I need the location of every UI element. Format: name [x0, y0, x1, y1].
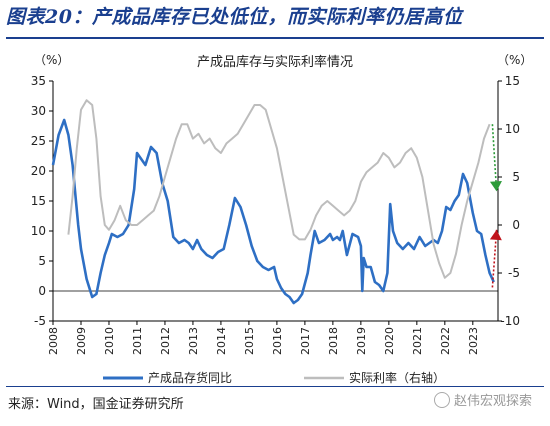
left-tick-label: 30	[31, 104, 46, 118]
x-tick-label: 2015	[243, 327, 256, 355]
annotation-arrow-line	[491, 124, 498, 192]
axes-group: -5 0 5 10 15 20 25 30 35 -10 -5 0 5 10 15 2008 2009 2010 2…	[31, 74, 520, 355]
right-axis-unit: （%）	[497, 53, 532, 67]
legend-label-real-rate: 实际利率（右轴）	[349, 370, 445, 385]
series-line-inventory	[51, 118, 495, 305]
chart-title: 产成品库存与实际利率情况	[197, 54, 353, 70]
x-tick-label: 2009	[75, 327, 88, 355]
left-tick-label: 10	[31, 224, 46, 238]
legend-label-inventory: 产成品存货同比	[148, 370, 232, 385]
figure-title: 图表20：产成品库存已处低位，而实际利率仍居高位	[6, 6, 463, 28]
right-tick-label: 15	[505, 74, 520, 88]
x-tick-label: 2008	[47, 327, 60, 355]
x-tick-label: 2010	[103, 327, 116, 355]
bottom-rule	[6, 386, 544, 387]
x-tick-label: 2023	[467, 327, 480, 355]
x-tick-label: 2021	[411, 327, 424, 355]
x-tick-label: 2019	[355, 327, 368, 355]
down-arrow-head	[489, 181, 502, 192]
x-tick-label: 2020	[383, 327, 396, 355]
source-note: 来源：Wind，国金证券研究所	[8, 397, 184, 412]
legend: 产成品存货同比 实际利率（右轴）	[103, 370, 445, 385]
x-tick-label: 2016	[271, 327, 284, 355]
left-tick-label: 20	[31, 164, 46, 178]
left-tick-label: 5	[38, 254, 46, 268]
watermark-text: 赵伟宏观探索	[454, 394, 533, 409]
annotation-layer	[489, 124, 502, 288]
x-tick-label: 2012	[159, 327, 172, 355]
x-tick-label: 2013	[187, 327, 200, 355]
watermark: 赵伟宏观探索	[434, 390, 532, 409]
x-tick-label: 2017	[299, 327, 312, 355]
left-tick-label: 0	[38, 284, 46, 298]
series-layer	[51, 99, 495, 305]
left-tick-label: -5	[34, 314, 46, 328]
up-arrow-head	[489, 229, 502, 241]
left-tick-label: 35	[31, 74, 46, 88]
right-tick-label: 5	[512, 170, 520, 184]
right-tick-label: -10	[500, 314, 520, 328]
series-line-real-rate	[67, 99, 491, 279]
x-tick-label: 2018	[327, 327, 340, 355]
left-tick-label: 25	[31, 134, 46, 148]
left-tick-label: 15	[31, 194, 46, 208]
left-axis-unit: （%）	[34, 53, 69, 67]
right-tick-label: -5	[508, 266, 520, 280]
right-tick-label: 0	[512, 218, 520, 232]
right-tick-label: 10	[505, 122, 520, 136]
x-tick-label: 2022	[439, 327, 452, 355]
wechat-icon	[434, 391, 450, 408]
x-tick-label: 2014	[215, 327, 228, 355]
title-rule	[6, 37, 544, 39]
x-tick-label: 2011	[131, 327, 144, 355]
